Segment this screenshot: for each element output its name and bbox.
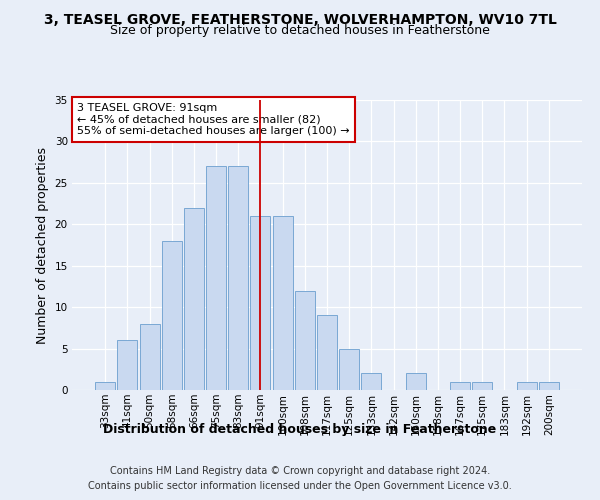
Text: 3, TEASEL GROVE, FEATHERSTONE, WOLVERHAMPTON, WV10 7TL: 3, TEASEL GROVE, FEATHERSTONE, WOLVERHAM…: [44, 12, 556, 26]
Bar: [250, 216, 271, 390]
Y-axis label: Number of detached properties: Number of detached properties: [36, 146, 49, 344]
Bar: [272, 216, 293, 390]
Text: 3 TEASEL GROVE: 91sqm
← 45% of detached houses are smaller (82)
55% of semi-deta: 3 TEASEL GROVE: 91sqm ← 45% of detached …: [77, 103, 350, 136]
Text: Contains public sector information licensed under the Open Government Licence v3: Contains public sector information licen…: [88, 481, 512, 491]
Bar: [517, 382, 536, 390]
Bar: [118, 340, 137, 390]
Bar: [95, 382, 115, 390]
Text: Distribution of detached houses by size in Featherstone: Distribution of detached houses by size …: [103, 422, 497, 436]
Bar: [184, 208, 204, 390]
Bar: [206, 166, 226, 390]
Bar: [140, 324, 160, 390]
Bar: [339, 348, 359, 390]
Bar: [406, 374, 426, 390]
Bar: [162, 241, 182, 390]
Bar: [317, 316, 337, 390]
Bar: [472, 382, 492, 390]
Bar: [361, 374, 382, 390]
Bar: [295, 290, 315, 390]
Text: Contains HM Land Registry data © Crown copyright and database right 2024.: Contains HM Land Registry data © Crown c…: [110, 466, 490, 476]
Bar: [228, 166, 248, 390]
Bar: [450, 382, 470, 390]
Text: Size of property relative to detached houses in Featherstone: Size of property relative to detached ho…: [110, 24, 490, 37]
Bar: [539, 382, 559, 390]
